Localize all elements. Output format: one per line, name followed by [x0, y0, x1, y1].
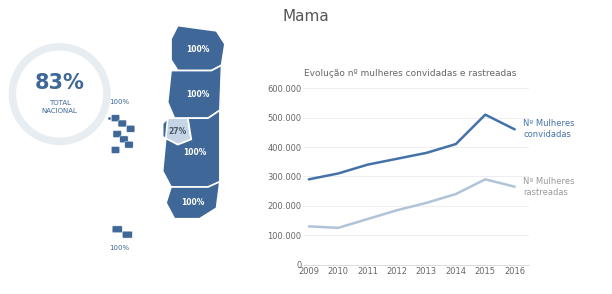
- FancyBboxPatch shape: [118, 120, 127, 127]
- Text: TOTAL
NACIONAL: TOTAL NACIONAL: [42, 100, 78, 114]
- FancyBboxPatch shape: [122, 231, 132, 238]
- FancyBboxPatch shape: [127, 125, 135, 132]
- Text: 100%: 100%: [109, 99, 129, 105]
- FancyBboxPatch shape: [113, 131, 121, 138]
- Text: 100%: 100%: [183, 148, 206, 157]
- Text: Mama: Mama: [283, 9, 329, 24]
- FancyBboxPatch shape: [111, 115, 120, 122]
- Text: 100%: 100%: [186, 45, 210, 54]
- Polygon shape: [168, 65, 222, 118]
- Text: Nº Mulheres
rastreadas: Nº Mulheres rastreadas: [523, 177, 575, 197]
- Text: 100%: 100%: [186, 90, 210, 99]
- Text: 27%: 27%: [169, 127, 187, 136]
- Text: Nº Mulheres
convidadas: Nº Mulheres convidadas: [523, 119, 575, 139]
- FancyBboxPatch shape: [111, 146, 120, 153]
- Polygon shape: [163, 110, 220, 187]
- FancyBboxPatch shape: [120, 136, 128, 143]
- FancyBboxPatch shape: [112, 226, 122, 233]
- Text: 100%: 100%: [181, 198, 204, 207]
- Polygon shape: [171, 26, 225, 71]
- Polygon shape: [166, 182, 220, 219]
- Text: 83%: 83%: [35, 74, 84, 93]
- Circle shape: [9, 44, 110, 144]
- Text: 100%: 100%: [109, 245, 129, 251]
- Circle shape: [17, 51, 102, 137]
- FancyBboxPatch shape: [125, 141, 133, 148]
- Polygon shape: [163, 118, 191, 145]
- Text: Evolução nº mulheres convidadas e rastreadas: Evolução nº mulheres convidadas e rastre…: [304, 69, 517, 78]
